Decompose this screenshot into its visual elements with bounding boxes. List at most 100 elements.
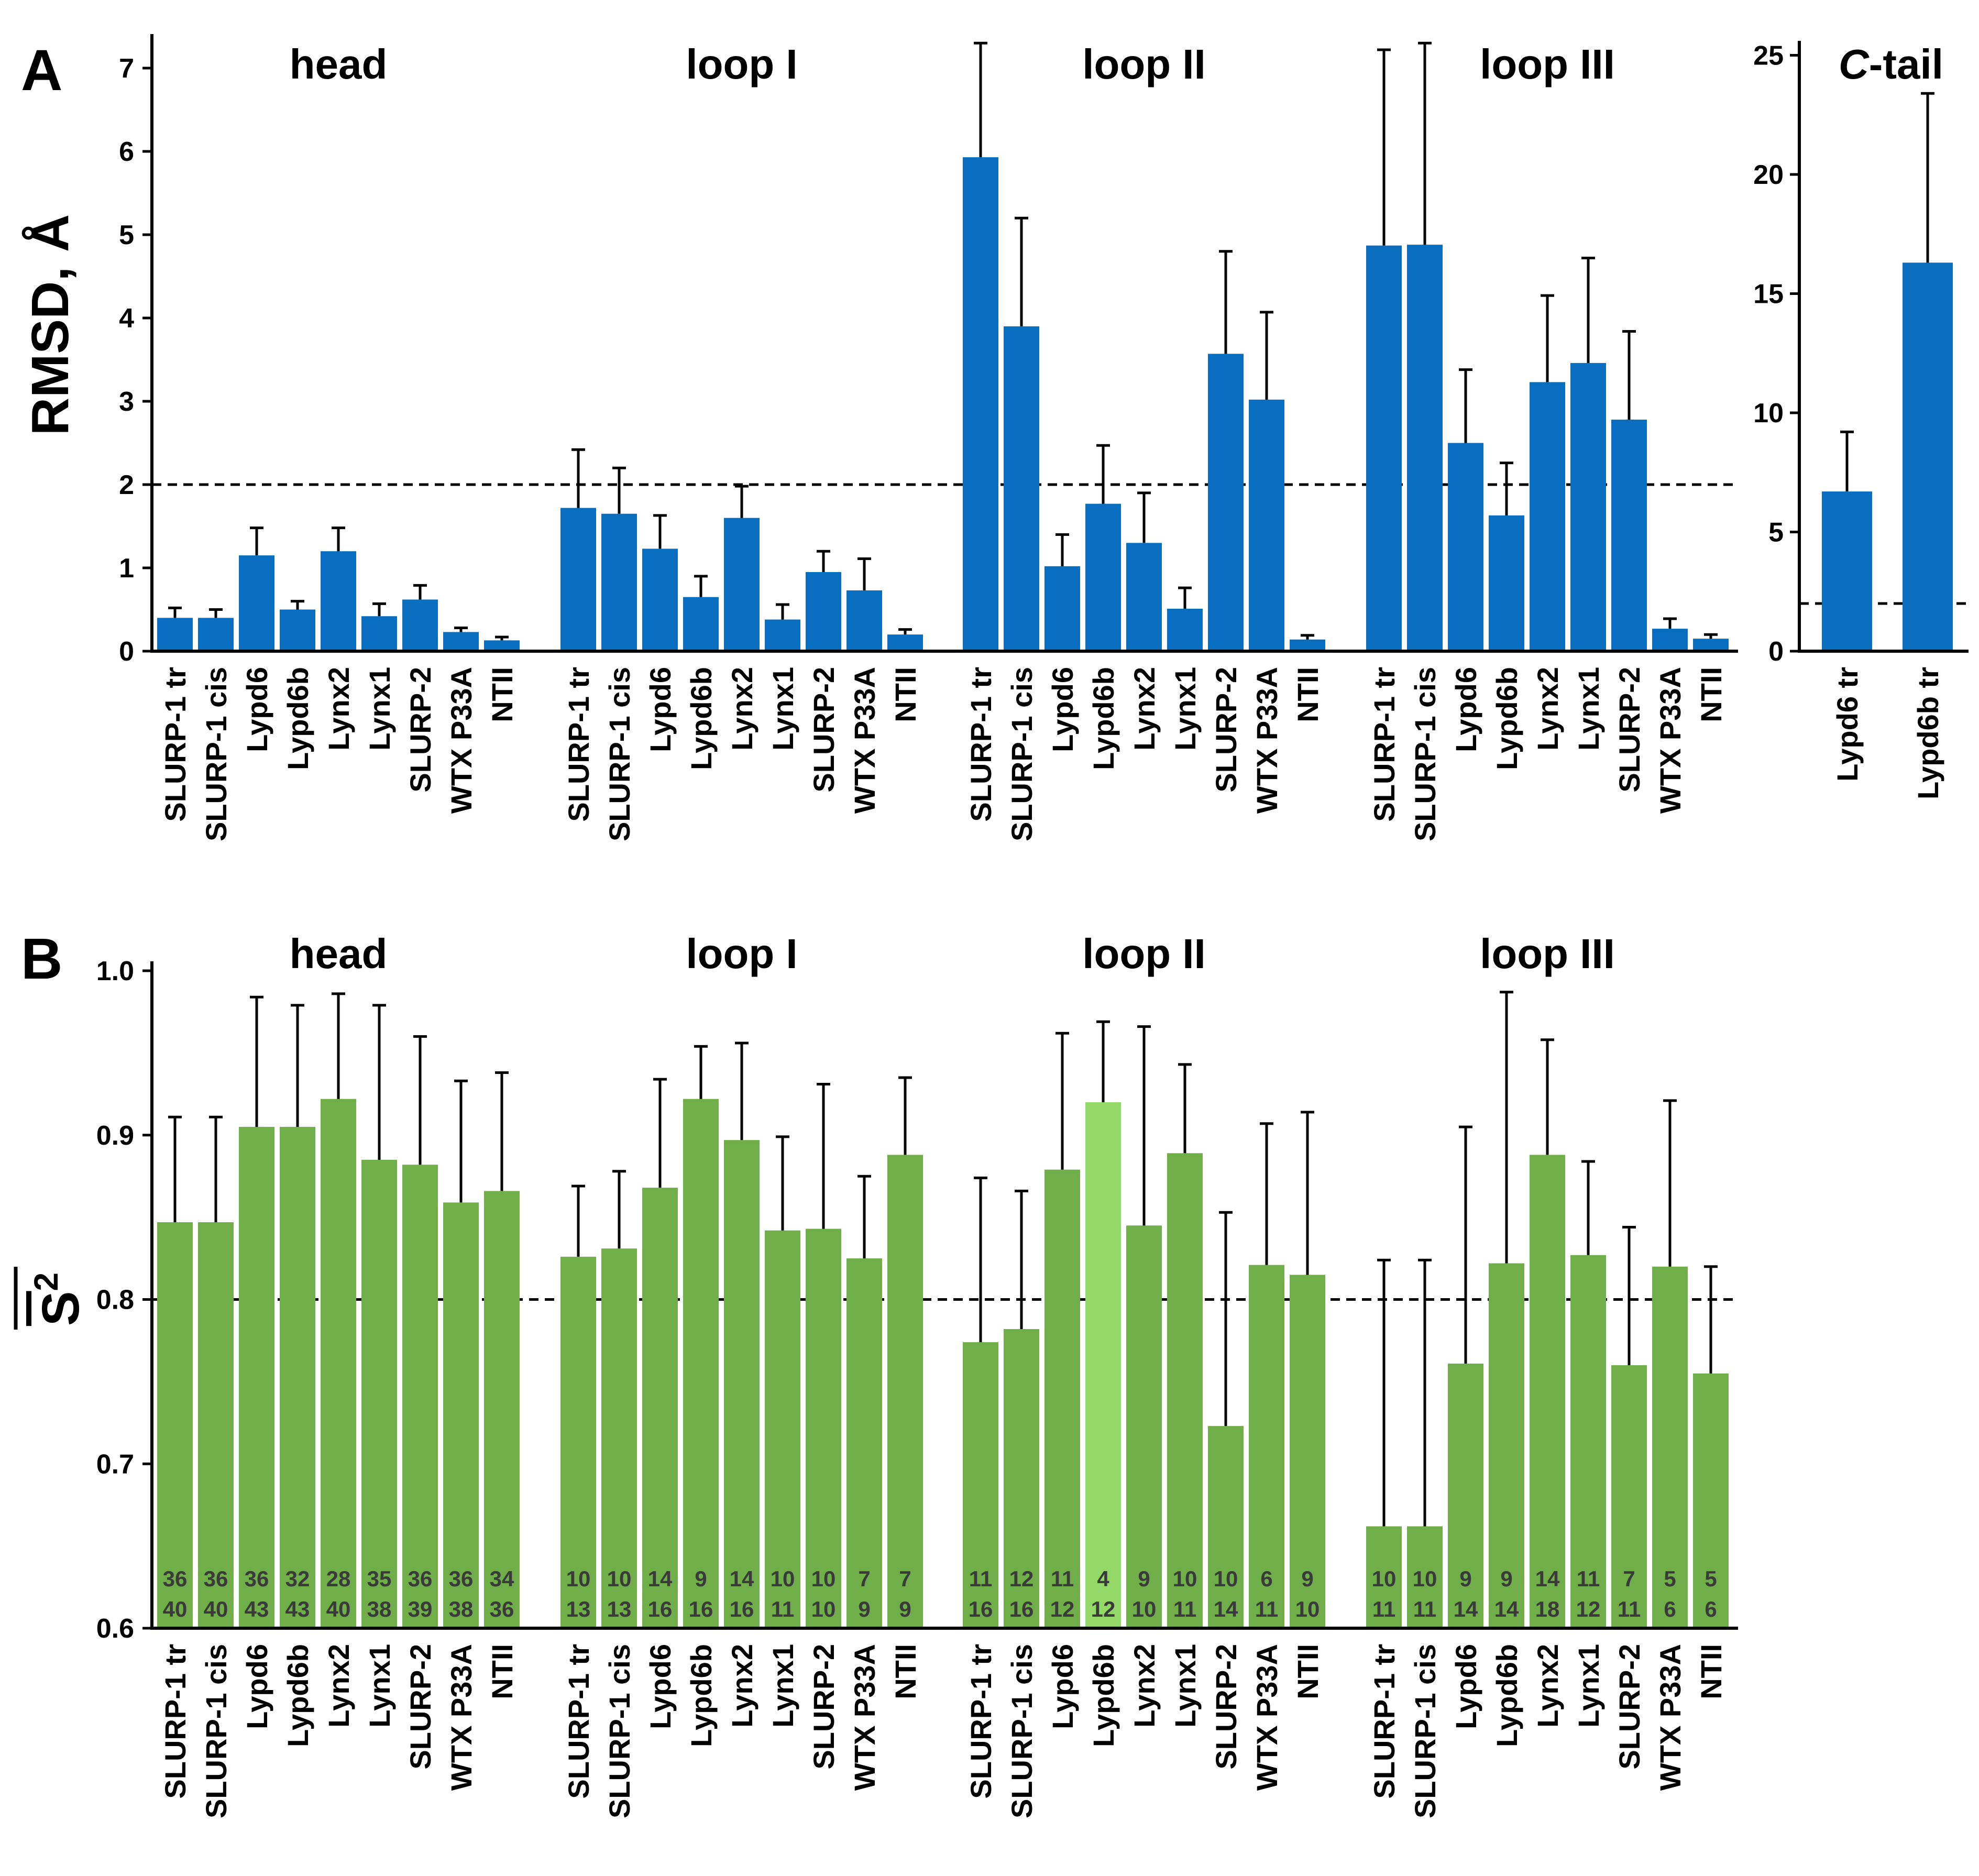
- category-label: SLURP-1 tr: [1368, 1644, 1401, 1799]
- count-bottom-label: 6: [1664, 1597, 1676, 1621]
- count-bottom-label: 18: [1535, 1597, 1560, 1621]
- count-bottom-label: 36: [490, 1597, 514, 1621]
- count-bottom-label: 16: [969, 1597, 993, 1621]
- bar: [1290, 639, 1325, 651]
- bar: [724, 518, 760, 651]
- y-tick-label: 4: [119, 303, 134, 334]
- bar: [1167, 1153, 1203, 1628]
- category-label: Lypd6b: [281, 667, 314, 770]
- y-tick-label: 0.7: [96, 1449, 134, 1479]
- bar: [484, 640, 520, 651]
- bar: [560, 508, 596, 651]
- category-label: WTX P33A: [445, 1644, 478, 1791]
- category-label: Lypd6: [644, 1644, 677, 1729]
- count-bottom-label: 16: [689, 1597, 713, 1621]
- category-label: SLURP-1 cis: [603, 667, 636, 841]
- count-bottom-label: 11: [1173, 1597, 1196, 1621]
- count-top-label: 34: [490, 1566, 514, 1591]
- count-top-label: 11: [969, 1566, 992, 1591]
- group-title: loop I: [686, 41, 797, 87]
- count-top-label: 36: [408, 1566, 433, 1591]
- count-top-label: 9: [695, 1566, 707, 1591]
- bar: [1652, 629, 1688, 651]
- count-top-label: 5: [1664, 1566, 1676, 1591]
- bar: [280, 609, 315, 651]
- category-label: SLURP-1 tr: [562, 667, 595, 822]
- category-label: NTII: [1291, 1644, 1324, 1699]
- count-top-label: 7: [1623, 1566, 1635, 1591]
- category-label: SLURP-2: [1613, 1644, 1646, 1770]
- bar: [1366, 245, 1402, 651]
- count-top-label: 10: [771, 1566, 795, 1591]
- category-label: Lypd6 tr: [1831, 667, 1864, 782]
- y-tick-label: 20: [1753, 160, 1784, 190]
- count-bottom-label: 11: [1618, 1597, 1641, 1621]
- category-label: SLURP-1 cis: [1005, 1644, 1038, 1818]
- bar: [1366, 1526, 1402, 1628]
- count-bottom-label: 12: [1576, 1597, 1601, 1621]
- y-tick-label: 0.6: [96, 1614, 134, 1644]
- bar: [321, 1099, 356, 1628]
- count-top-label: 9: [1500, 1566, 1512, 1591]
- category-label: Lynx1: [1572, 1644, 1605, 1728]
- category-label: WTX P33A: [1654, 1644, 1687, 1791]
- count-top-label: 35: [367, 1566, 392, 1591]
- group-loop-ii: loop II SLURP-1 tr 11 16 SLURP-1 cis 12 16 Lypd…: [963, 930, 1325, 1818]
- count-bottom-label: 16: [1009, 1597, 1034, 1621]
- category-label: Lynx1: [766, 667, 799, 751]
- category-label: Lypd6: [1046, 667, 1079, 752]
- count-bottom-label: 43: [285, 1597, 310, 1621]
- category-label: Lynx1: [363, 667, 396, 751]
- category-label: Lynx1: [363, 1644, 396, 1728]
- bar: [1570, 363, 1606, 651]
- count-top-label: 10: [1173, 1566, 1197, 1591]
- count-top-label: 9: [1301, 1566, 1313, 1591]
- panel-label-a: A: [21, 38, 62, 103]
- count-bottom-label: 39: [408, 1597, 433, 1621]
- count-bottom-label: 38: [449, 1597, 474, 1621]
- count-bottom-label: 13: [607, 1597, 632, 1621]
- category-label: SLURP-1 cis: [200, 667, 233, 841]
- category-label: NTII: [486, 1644, 519, 1699]
- category-label: SLURP-2: [404, 1644, 437, 1770]
- y-tick-label: 15: [1753, 279, 1784, 310]
- bar: [1126, 543, 1162, 651]
- category-label: SLURP-2: [1210, 1644, 1243, 1770]
- category-label: Lypd6b: [685, 667, 718, 770]
- category-label: NTII: [486, 667, 519, 722]
- count-top-label: 7: [858, 1566, 870, 1591]
- count-top-label: 6: [1260, 1566, 1272, 1591]
- bar: [724, 1140, 760, 1628]
- bar: [1045, 1169, 1080, 1628]
- bar: [1249, 399, 1284, 651]
- category-label: SLURP-1 tr: [562, 1644, 595, 1799]
- count-bottom-label: 9: [858, 1597, 870, 1621]
- category-label: NTII: [1695, 1644, 1728, 1699]
- y-tick-label: 10: [1753, 398, 1784, 429]
- bar: [1448, 1363, 1483, 1628]
- y-tick-label: 5: [119, 220, 134, 250]
- bar: [1407, 245, 1443, 652]
- y-tick-label: 3: [119, 387, 134, 417]
- count-bottom-label: 11: [1255, 1597, 1278, 1621]
- count-bottom-label: 10: [1132, 1597, 1157, 1621]
- category-label: Lynx2: [1531, 667, 1564, 751]
- panel-label-b: B: [21, 927, 62, 991]
- c-tail-title-text: -tail: [1869, 41, 1943, 87]
- bar: [1570, 1255, 1606, 1628]
- bar: [1004, 326, 1039, 651]
- bar: [1652, 1266, 1688, 1628]
- count-top-label: 36: [204, 1566, 228, 1591]
- count-bottom-label: 14: [1214, 1597, 1238, 1621]
- bar: [765, 1230, 800, 1628]
- category-label: Lypd6: [1046, 1644, 1079, 1729]
- count-bottom-label: 11: [1413, 1597, 1436, 1621]
- bar: [361, 616, 397, 651]
- category-label: SLURP-2: [404, 667, 437, 793]
- category-label: Lypd6b: [1087, 1644, 1120, 1747]
- group-title: loop I: [686, 930, 797, 977]
- count-top-label: 9: [1459, 1566, 1471, 1591]
- bar: [1489, 515, 1524, 651]
